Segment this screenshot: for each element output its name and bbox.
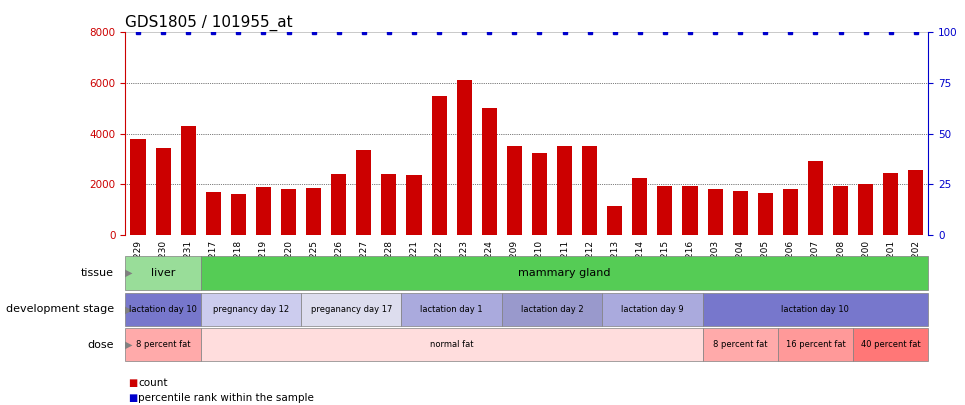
Text: development stage: development stage (6, 305, 114, 314)
Bar (256, 187, 271, 235)
Text: pregnancy day 12: pregnancy day 12 (213, 305, 289, 314)
Bar (808, 162, 823, 235)
Text: lactation day 2: lactation day 2 (521, 305, 583, 314)
Text: lactation day 10: lactation day 10 (129, 305, 197, 314)
Text: lactation day 1: lactation day 1 (421, 305, 482, 314)
Text: preganancy day 17: preganancy day 17 (311, 305, 392, 314)
Bar (682, 185, 698, 235)
Bar (206, 192, 221, 235)
Text: ■: ■ (128, 393, 138, 403)
Bar (657, 185, 673, 235)
Text: GDS1805 / 101955_at: GDS1805 / 101955_at (125, 15, 293, 31)
Text: lactation day 9: lactation day 9 (621, 305, 683, 314)
Text: 40 percent fat: 40 percent fat (861, 340, 921, 349)
Bar (557, 146, 572, 235)
Bar (381, 174, 397, 235)
Text: tissue: tissue (81, 268, 114, 278)
Text: liver: liver (151, 268, 176, 278)
Text: count: count (138, 378, 168, 388)
Bar (231, 194, 246, 235)
Text: 8 percent fat: 8 percent fat (713, 340, 767, 349)
Bar (130, 139, 146, 235)
Bar (732, 191, 748, 235)
Text: 8 percent fat: 8 percent fat (136, 340, 190, 349)
Text: ■: ■ (128, 378, 138, 388)
Bar (908, 171, 924, 235)
Text: ▶: ▶ (124, 340, 132, 350)
Bar (331, 174, 346, 235)
Bar (356, 150, 372, 235)
Bar (507, 146, 522, 235)
Bar (180, 126, 196, 235)
Text: normal fat: normal fat (429, 340, 474, 349)
Text: mammary gland: mammary gland (518, 268, 611, 278)
Bar (707, 190, 723, 235)
Bar (406, 175, 422, 235)
Bar (883, 173, 898, 235)
Bar (306, 188, 321, 235)
Bar (456, 81, 472, 235)
Bar (632, 178, 648, 235)
Bar (431, 96, 447, 235)
Text: lactation day 10: lactation day 10 (782, 305, 849, 314)
Bar (858, 184, 873, 235)
Bar (607, 206, 622, 235)
Bar (582, 146, 597, 235)
Text: ▶: ▶ (124, 305, 132, 314)
Bar (758, 193, 773, 235)
Bar (281, 190, 296, 235)
Bar (155, 147, 171, 235)
Text: 16 percent fat: 16 percent fat (786, 340, 845, 349)
Text: percentile rank within the sample: percentile rank within the sample (138, 393, 314, 403)
Text: ▶: ▶ (124, 268, 132, 278)
Bar (532, 153, 547, 235)
Text: dose: dose (88, 340, 114, 350)
Bar (783, 190, 798, 235)
Bar (482, 109, 497, 235)
Bar (833, 185, 848, 235)
